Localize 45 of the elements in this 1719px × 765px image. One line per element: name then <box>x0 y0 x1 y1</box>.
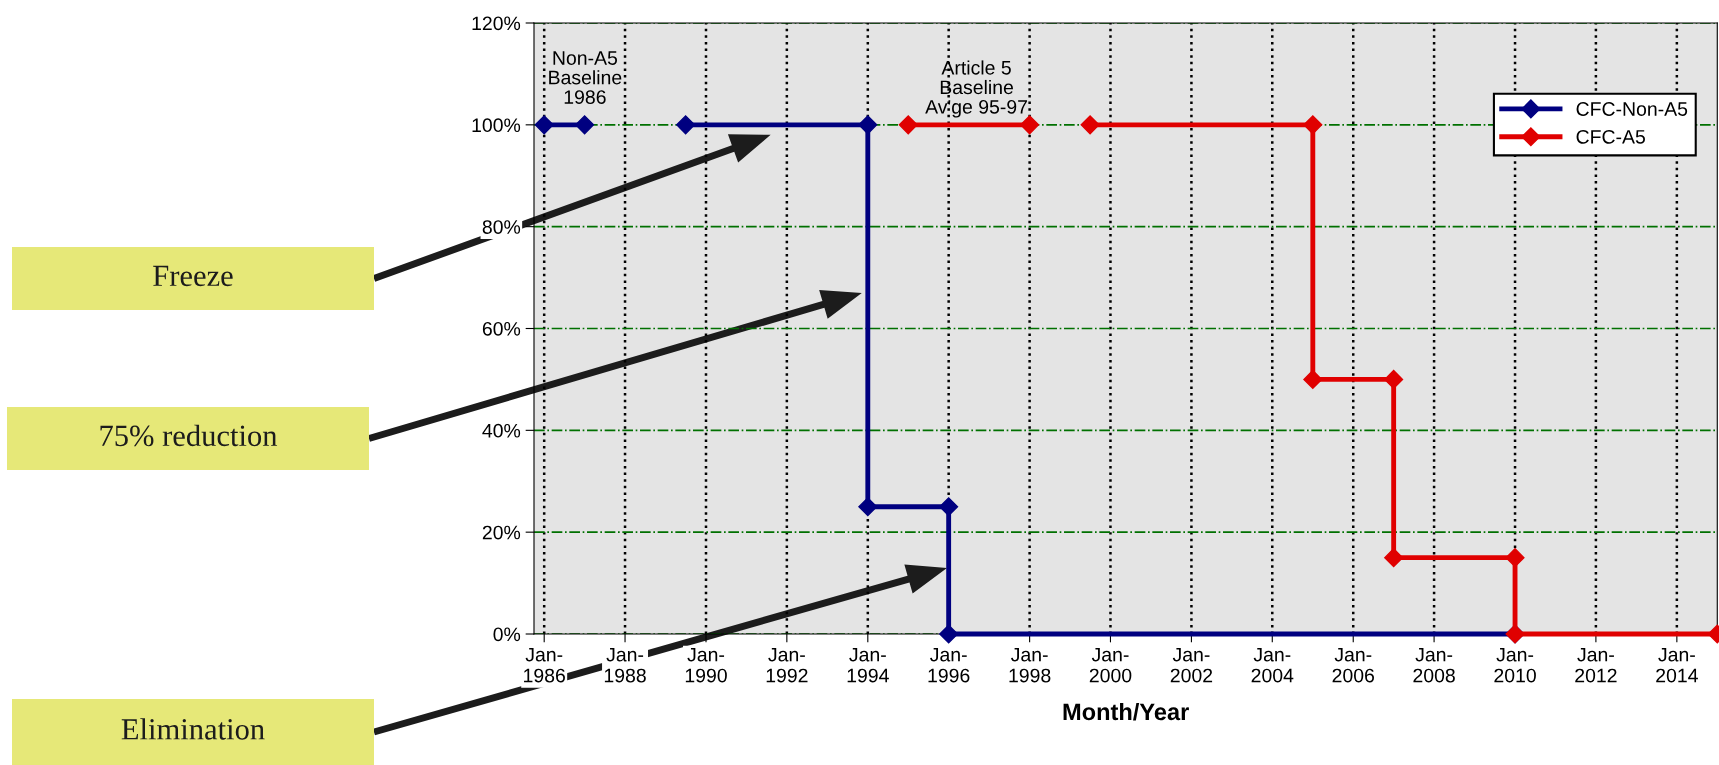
point <box>1505 548 1525 568</box>
point <box>676 115 696 135</box>
text: Elimination <box>121 718 265 740</box>
legend-label: CFC-Non-A5 <box>1576 102 1688 116</box>
point <box>1303 115 1323 135</box>
point <box>898 115 918 135</box>
point <box>575 115 595 135</box>
x-tick-label: Jan- 2010 <box>1494 647 1536 683</box>
point <box>1080 115 1100 135</box>
y-tick-label: 100% <box>472 118 521 133</box>
x-tick-label: Jan- 1998 <box>1009 647 1051 683</box>
y-tick-label: 120% <box>472 16 521 31</box>
x-tick-label: Jan- 2012 <box>1575 647 1617 683</box>
text: Freeze <box>153 265 233 287</box>
x-tick-label: Jan- 1986 <box>524 647 565 683</box>
x-tick-label: Jan- 1992 <box>766 647 808 683</box>
annotation: Article 5 Baseline Av'ge 95-97 <box>925 60 1027 118</box>
point <box>1303 369 1323 389</box>
point <box>858 497 878 517</box>
legend-label: CFC-A5 <box>1576 129 1645 144</box>
x-tick-label: Jan- 2008 <box>1413 647 1455 683</box>
point <box>939 497 959 517</box>
annotation: Non-A5 Baseline 1986 <box>549 51 622 104</box>
x-tick-label: Jan- 2004 <box>1251 647 1294 683</box>
y-tick-label: 20% <box>482 525 521 540</box>
text: 75% reduction <box>100 424 278 447</box>
x-tick-label: Jan- 2006 <box>1332 647 1375 683</box>
x-tick-label: Jan- 1988 <box>604 647 646 683</box>
y-tick-label: 60% <box>482 321 521 336</box>
point <box>1384 548 1404 568</box>
x-tick-label: Jan- 1994 <box>847 647 889 683</box>
point <box>858 115 878 135</box>
point <box>939 624 959 644</box>
y-tick-label: 0% <box>493 627 521 642</box>
point <box>1020 115 1040 135</box>
point <box>534 115 554 135</box>
x-tick-label: Jan- 1990 <box>685 647 727 683</box>
x-tick-label: Jan- 2002 <box>1170 647 1213 683</box>
y-tick-label: 80% <box>482 220 521 234</box>
x-tick-label: Jan- 2000 <box>1089 647 1132 683</box>
x-tick-label: Jan- 2014 <box>1656 647 1698 683</box>
x-tick-label: Jan- 1996 <box>928 647 970 683</box>
x-axis-title: Month/Year <box>1063 702 1189 721</box>
y-tick-label: 40% <box>482 423 521 438</box>
point <box>1384 369 1404 389</box>
